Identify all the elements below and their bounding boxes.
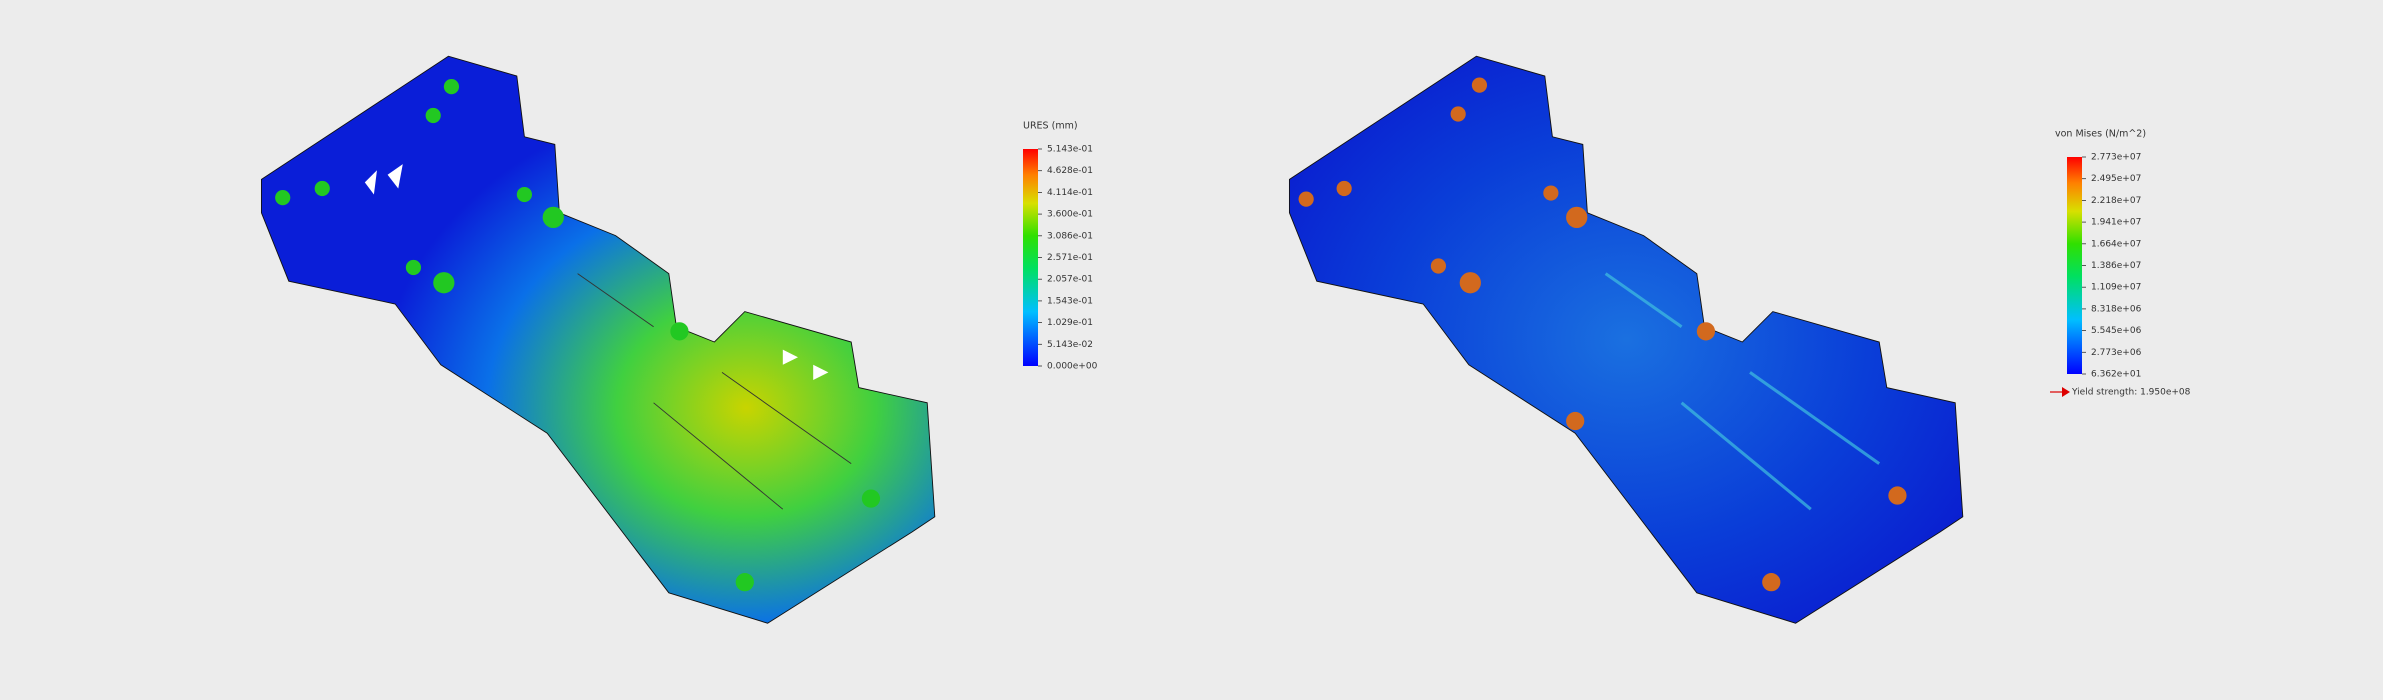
legend-label: 5.143e-01 <box>1047 145 1093 155</box>
legend-label: 2.218e+07 <box>2091 196 2141 206</box>
legend-label: 1.941e+07 <box>2091 218 2141 228</box>
colorbar <box>2067 157 2082 374</box>
yield-arrow <box>2062 387 2070 397</box>
yield-label: Yield strength: 1.950e+08 <box>2071 388 2191 398</box>
legend-label: 2.773e+07 <box>2091 153 2141 163</box>
legend-label: 4.114e-01 <box>1047 188 1093 198</box>
displacement-plot <box>260 55 936 624</box>
legend-label: 1.029e-01 <box>1047 318 1093 328</box>
legend-label: 1.664e+07 <box>2091 239 2141 249</box>
legend-label: 1.109e+07 <box>2091 283 2141 293</box>
legend-title: URES (mm) <box>1023 121 1078 132</box>
legend-label: 2.495e+07 <box>2091 174 2141 184</box>
legend-label: 3.086e-01 <box>1047 231 1093 241</box>
legend-label: 3.600e-01 <box>1047 210 1093 220</box>
legend-label: 2.773e+06 <box>2091 348 2142 358</box>
legend-label: 0.000e+00 <box>1047 362 1098 372</box>
legend-label: 1.386e+07 <box>2091 261 2141 271</box>
legend-title: von Mises (N/m^2) <box>2055 129 2146 140</box>
stress-plot <box>1288 55 1964 624</box>
legend-label: 5.143e-02 <box>1047 340 1093 350</box>
legend-label: 1.543e-01 <box>1047 296 1093 306</box>
legend-label: 6.362e+01 <box>2091 370 2141 380</box>
legend-label: 2.057e-01 <box>1047 275 1093 285</box>
legend-label: 5.545e+06 <box>2091 326 2142 336</box>
legend-label: 4.628e-01 <box>1047 166 1093 176</box>
legend-label: 8.318e+06 <box>2091 304 2142 314</box>
colorbar <box>1023 149 1038 366</box>
legend-label: 2.571e-01 <box>1047 253 1093 263</box>
